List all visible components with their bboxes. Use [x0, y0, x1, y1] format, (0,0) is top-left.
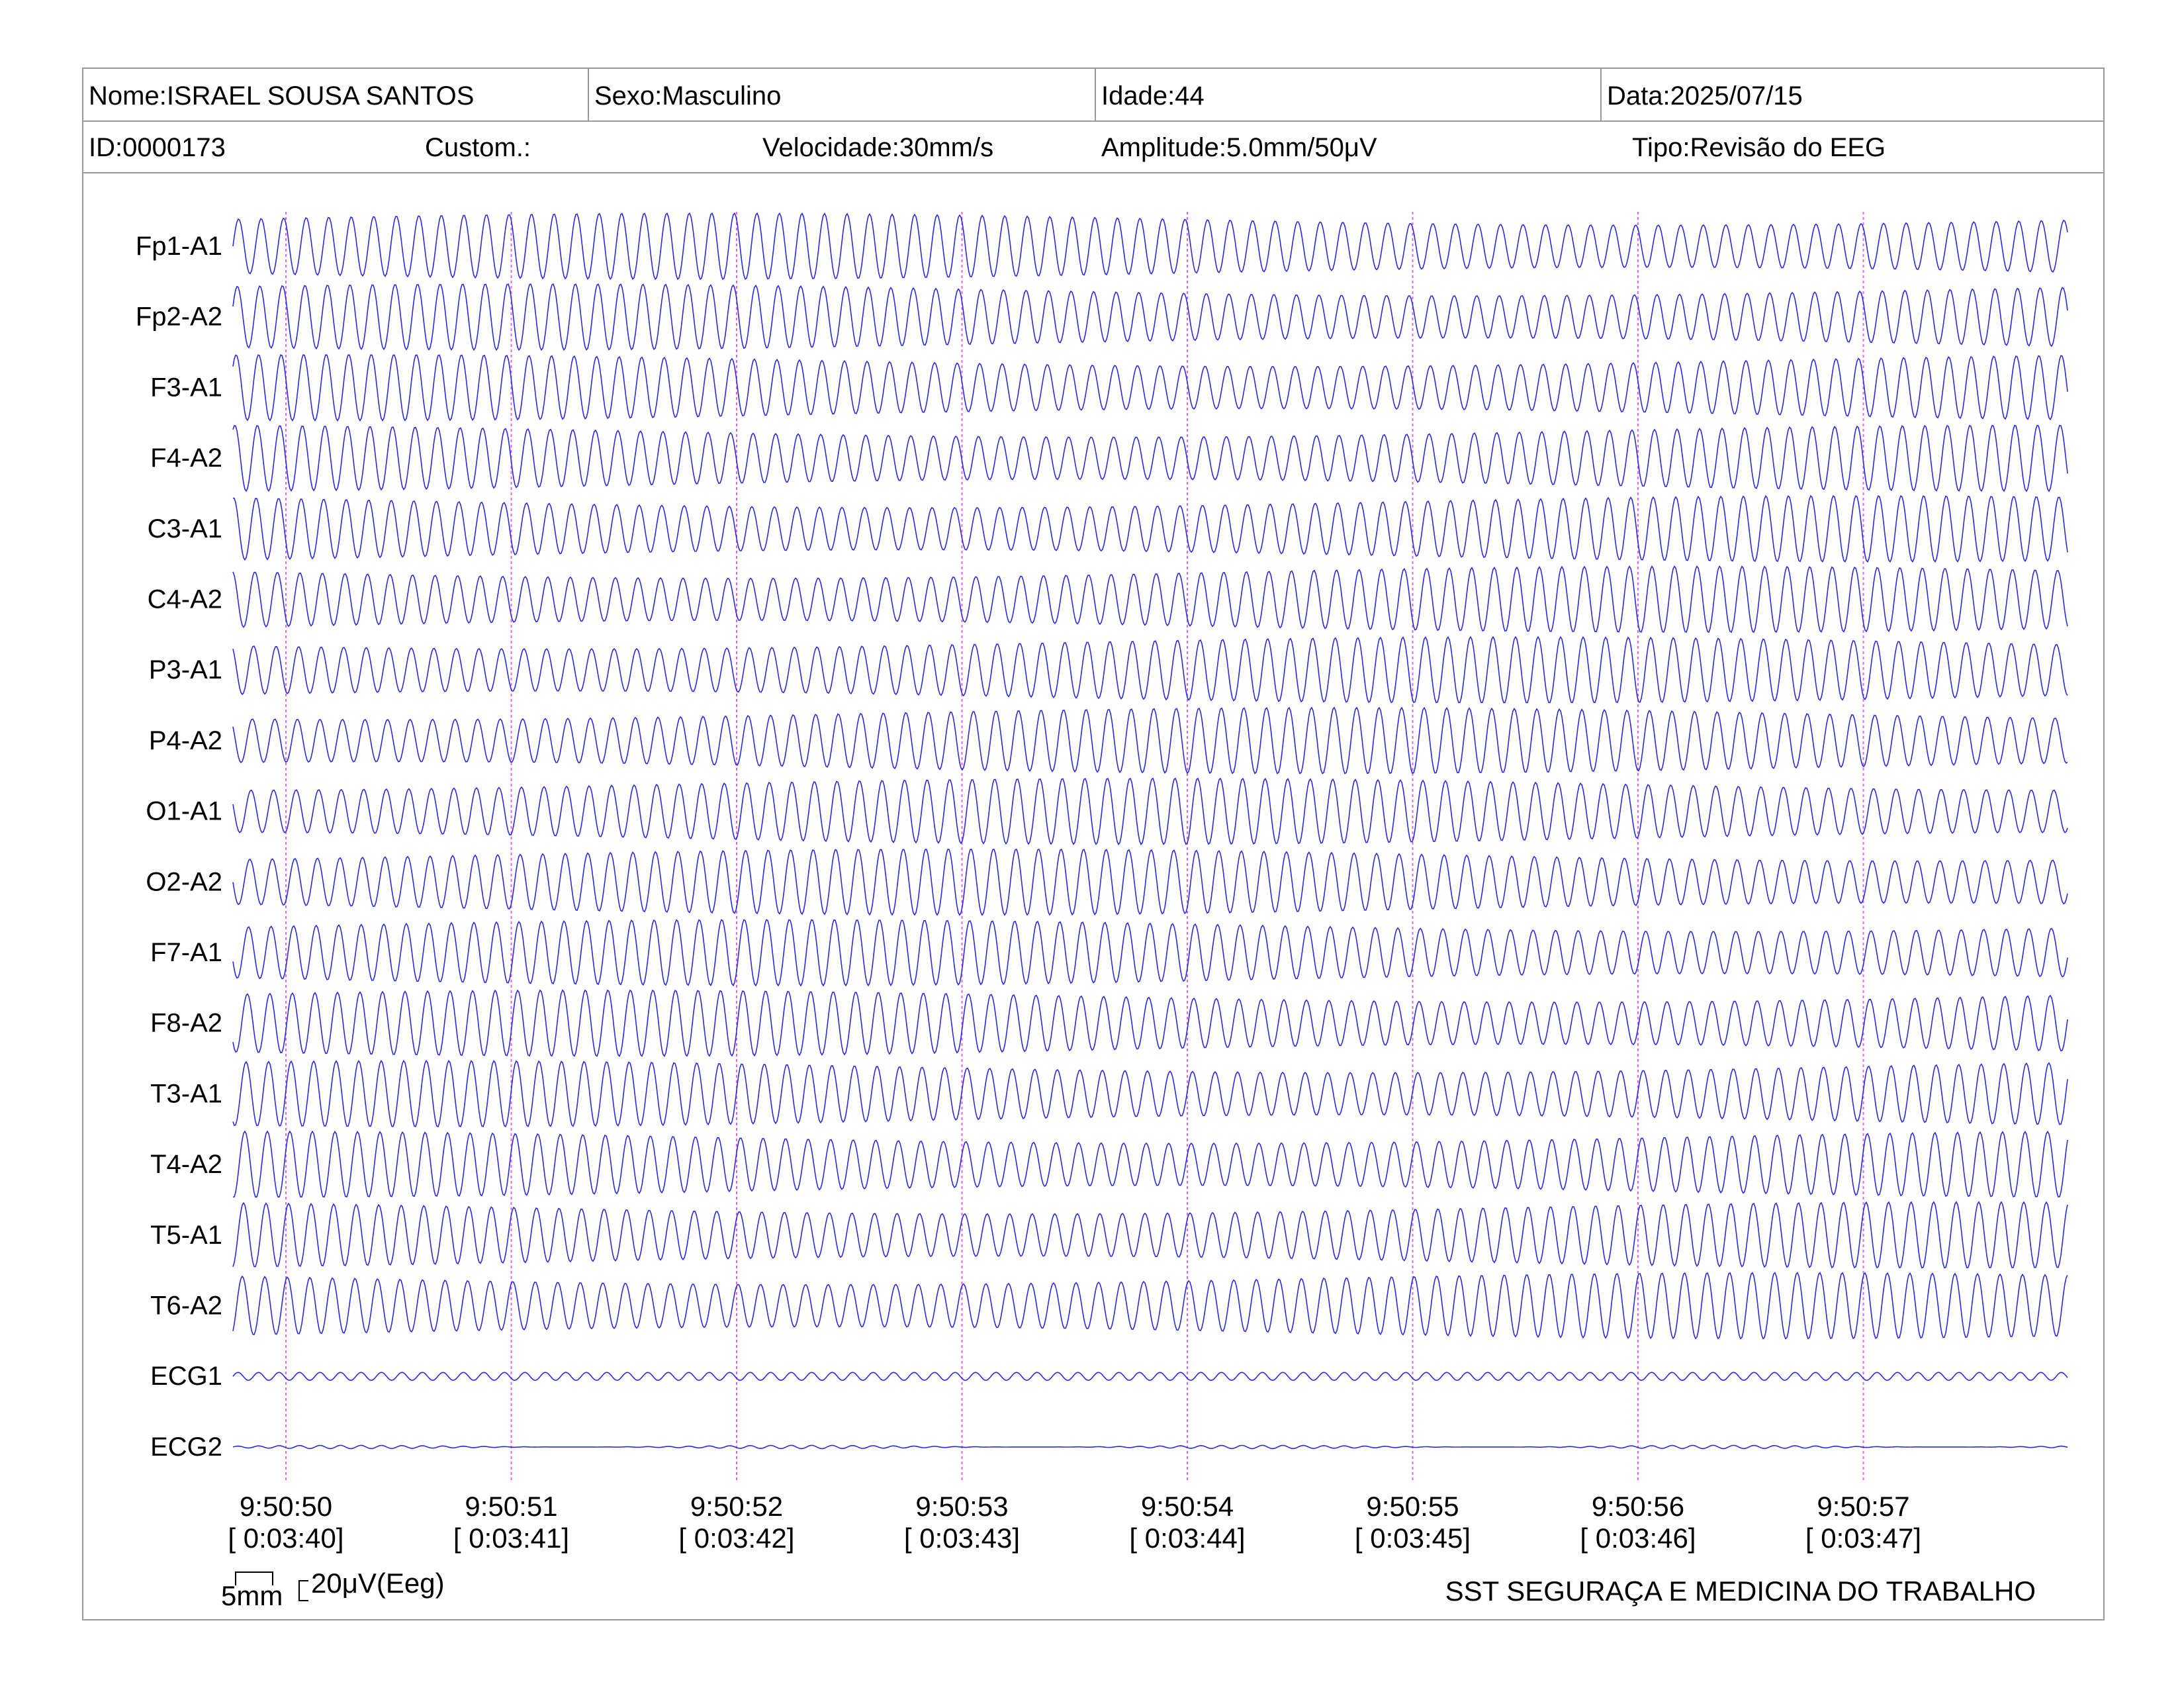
channel-trace: [232, 1372, 2068, 1382]
channel-trace: [232, 212, 2068, 281]
patient-sex: Sexo:Masculino: [594, 81, 782, 111]
channel-label: Fp1-A1: [136, 232, 222, 261]
channel-trace: [232, 1130, 2068, 1198]
channel-trace: [232, 777, 2068, 845]
channel-label: O2-A2: [146, 867, 222, 896]
time-label: 9:50:55: [1366, 1491, 1459, 1522]
elapsed-time-label: [ 0:03:41]: [453, 1523, 569, 1554]
header-divider: [588, 69, 589, 120]
paper-speed: Velocidade:30mm/s: [762, 133, 994, 162]
amplitude-scale-label: 20μV(Eeg): [311, 1568, 445, 1599]
elapsed-time-label: [ 0:03:46]: [1580, 1523, 1696, 1554]
channel-trace: [232, 424, 2068, 492]
channel-label: T5-A1: [150, 1221, 222, 1250]
time-label: 9:50:53: [915, 1491, 1008, 1522]
channel-trace: [232, 989, 2068, 1057]
company-name: SST SEGURAÇA E MEDICINA DO TRABALHO: [1445, 1575, 2036, 1607]
channel-label: P3-A1: [149, 655, 222, 684]
channel-trace: [232, 706, 2068, 774]
elapsed-time-label: [ 0:03:44]: [1129, 1523, 1245, 1554]
channel-label: F4-A2: [150, 444, 222, 473]
channel-trace: [232, 1272, 2068, 1340]
patient-id: ID:0000173: [89, 133, 226, 162]
channel-label: C3-A1: [148, 514, 222, 543]
custom-field: Custom.:: [425, 133, 531, 162]
elapsed-time-label: [ 0:03:45]: [1355, 1523, 1471, 1554]
elapsed-time-label: [ 0:03:42]: [678, 1523, 794, 1554]
time-scale-label: 5mm: [221, 1580, 283, 1611]
channel-trace: [232, 848, 2068, 916]
time-scale-bar: [235, 1571, 273, 1585]
header-row-settings: ID:0000173 Custom.: Velocidade:30mm/s Am…: [83, 120, 2103, 173]
exam-type: Tipo:Revisão do EEG: [1632, 133, 1886, 162]
channel-label: T6-A2: [150, 1291, 222, 1321]
channel-label: C4-A2: [148, 585, 222, 614]
time-label: 9:50:54: [1141, 1491, 1234, 1522]
channel-label: Fp2-A2: [136, 303, 222, 332]
channel-label: P4-A2: [149, 726, 222, 755]
channel-trace: [232, 354, 2068, 422]
header-row-patient: Nome:ISRAEL SOUSA SANTOS Sexo:Masculino …: [83, 69, 2103, 122]
channel-trace: [232, 494, 2068, 563]
exam-date: Data:2025/07/15: [1607, 81, 1803, 111]
time-label: 9:50:52: [690, 1491, 783, 1522]
header-divider: [1095, 69, 1096, 120]
channel-trace: [232, 635, 2068, 704]
elapsed-time-label: [ 0:03:43]: [904, 1523, 1020, 1554]
channel-label: T4-A2: [150, 1150, 222, 1179]
amplitude-scale: Amplitude:5.0mm/50μV: [1101, 133, 1377, 162]
channel-label: ECG1: [150, 1362, 222, 1391]
time-label: 9:50:57: [1817, 1491, 1909, 1522]
header-divider: [1600, 69, 1602, 120]
elapsed-time-label: [ 0:03:40]: [228, 1523, 343, 1554]
amplitude-scale-bar: [298, 1580, 308, 1601]
channel-label: T3-A1: [150, 1079, 222, 1108]
channel-label: F7-A1: [150, 938, 222, 967]
patient-name: Nome:ISRAEL SOUSA SANTOS: [89, 81, 475, 111]
channel-trace: [232, 919, 2068, 987]
channel-trace: [232, 1059, 2068, 1128]
time-label: 9:50:56: [1592, 1491, 1684, 1522]
eeg-report-sheet: Nome:ISRAEL SOUSA SANTOS Sexo:Masculino …: [82, 68, 2105, 1620]
time-label: 9:50:51: [465, 1491, 557, 1522]
channel-trace: [232, 1201, 2068, 1269]
channel-label: F8-A2: [150, 1009, 222, 1038]
patient-age: Idade:44: [1101, 81, 1205, 111]
channel-trace: [232, 283, 2068, 352]
time-label: 9:50:50: [240, 1491, 332, 1522]
channel-trace: [232, 1444, 2068, 1450]
channel-label: ECG2: [150, 1432, 222, 1462]
channel-label: F3-A1: [150, 373, 222, 402]
channel-label: O1-A1: [146, 797, 222, 826]
channel-trace: [232, 565, 2068, 633]
elapsed-time-label: [ 0:03:47]: [1805, 1523, 1921, 1554]
